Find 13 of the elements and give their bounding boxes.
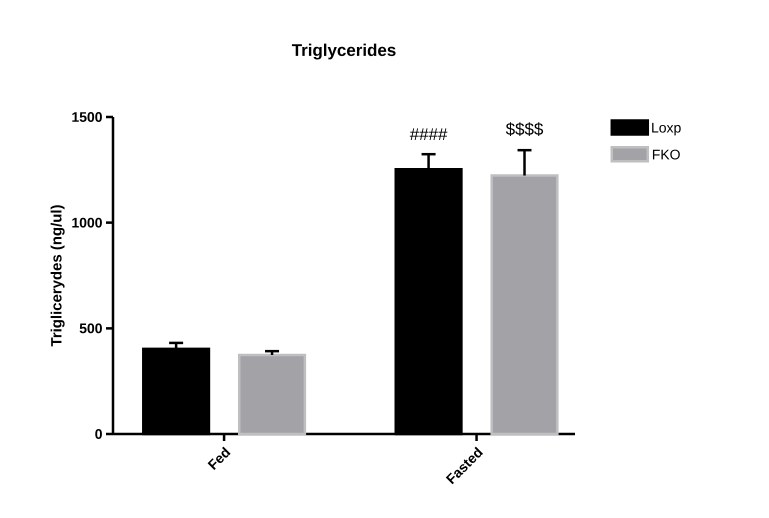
y-tick-label: 1500	[72, 112, 102, 122]
legend-label: Loxp	[652, 122, 681, 136]
chart-title: Triglycerides	[292, 44, 396, 60]
y-tick-label: 1000	[72, 218, 102, 228]
y-tick-label: 500	[80, 323, 102, 334]
annotation: ####	[410, 128, 448, 140]
bar	[238, 354, 306, 436]
legend-label: FKO	[652, 150, 680, 160]
bar	[490, 174, 559, 436]
annotation: $$$$	[506, 122, 544, 136]
y-tick-label: 0	[95, 429, 102, 439]
y-axis-title: Triglicerydes (ng/ul)	[50, 205, 65, 346]
x-tick-label: Fed	[208, 446, 231, 470]
